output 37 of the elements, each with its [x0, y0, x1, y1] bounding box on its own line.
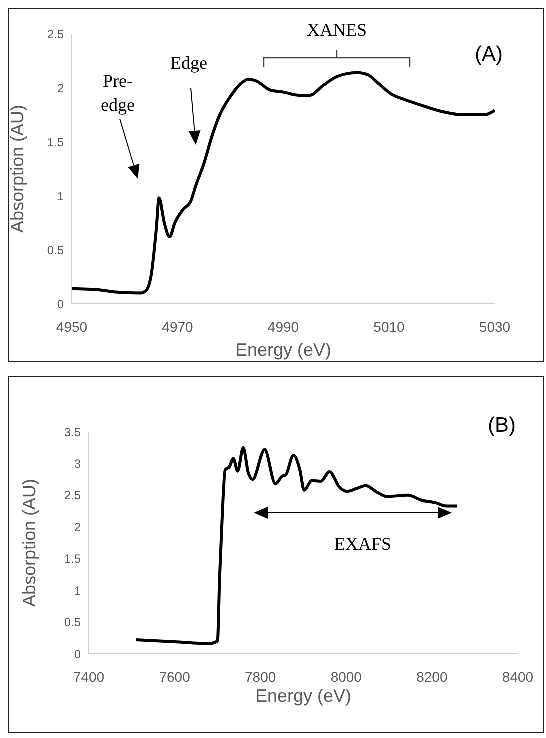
- x-tick-label: 8200: [416, 668, 448, 685]
- x-tick-label: 7800: [245, 668, 276, 685]
- x-tick-label: 7400: [73, 668, 105, 685]
- line-series: [134, 446, 459, 646]
- y-tick-label: 0: [57, 297, 64, 312]
- y-tick-label: 1: [74, 584, 82, 598]
- y-tick-label: 1.5: [64, 552, 82, 566]
- y-tick-label: 2: [74, 520, 82, 534]
- x-axis-title: Energy (eV): [235, 340, 332, 360]
- x-tick-label: 5030: [479, 318, 511, 335]
- y-tick-label: 0.5: [47, 243, 64, 258]
- y-tick-label: 2.5: [64, 488, 82, 503]
- annotation: XANES: [306, 20, 368, 40]
- chart-title: (B): [488, 414, 516, 437]
- x-tick-label: 8000: [330, 668, 362, 685]
- y-tick-label: 3.5: [64, 425, 82, 440]
- line-series: [72, 71, 495, 295]
- chart-title: (A): [475, 43, 503, 66]
- x-axis-title: Energy (eV): [255, 686, 352, 706]
- y-axis-title: Absorption (AU): [19, 478, 40, 608]
- x-tick-label: 4970: [162, 318, 194, 335]
- y-axis-title: Absorption (AU): [7, 104, 28, 234]
- x-tick-label: 4990: [268, 318, 300, 335]
- y-tick-label: 0.5: [64, 616, 82, 630]
- x-tick-label: 8400: [502, 668, 534, 685]
- y-tick-label: 1.5: [47, 135, 64, 150]
- y-tick-label: 1: [57, 189, 64, 204]
- y-tick-label: 0: [74, 647, 82, 662]
- annotation: Edge: [170, 53, 208, 74]
- annotation: Pre- edge: [101, 71, 135, 116]
- y-tick-label: 2: [57, 81, 64, 96]
- annotation: EXAFS: [334, 534, 392, 554]
- x-tick-label: 5010: [374, 318, 406, 335]
- y-tick-label: 3: [74, 456, 82, 471]
- x-tick-label: 4950: [56, 318, 88, 335]
- y-tick-label: 2.5: [47, 27, 64, 42]
- x-tick-label: 7600: [159, 668, 191, 685]
